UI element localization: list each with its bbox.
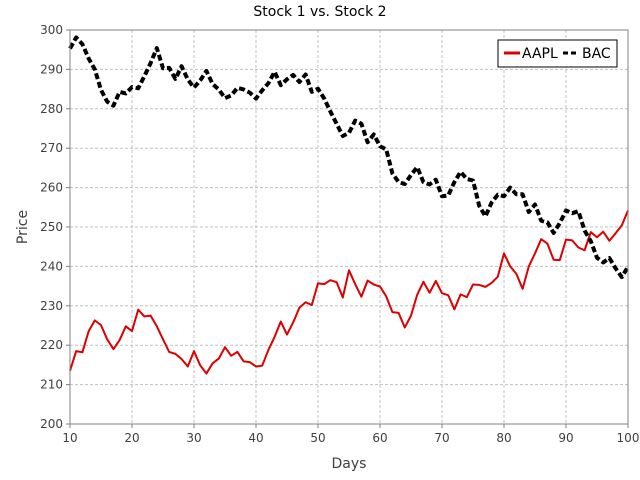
- legend-label-bac: BAC: [582, 46, 611, 62]
- y-tick-label: 210: [40, 378, 63, 392]
- y-tick-label: 220: [40, 338, 63, 352]
- x-tick-label: 100: [617, 431, 640, 445]
- x-tick-label: 60: [372, 431, 387, 445]
- y-tick-label: 290: [40, 62, 63, 76]
- x-tick-label: 30: [186, 431, 201, 445]
- series-line-bac: [68, 35, 630, 280]
- x-tick-label: 50: [310, 431, 325, 445]
- legend: AAPL BAC: [497, 39, 618, 68]
- x-tick-label: 20: [124, 431, 139, 445]
- y-tick-label: 300: [40, 23, 63, 37]
- x-tick-label: 80: [496, 431, 511, 445]
- y-axis-title: Price: [15, 210, 31, 244]
- y-tick-label: 200: [40, 417, 63, 431]
- y-tick-label: 240: [40, 259, 63, 273]
- axis-ticks: 10 20 30 40 50 60 70 80 90 100 200 210 220 230 240 250 2…: [40, 23, 639, 445]
- y-tick-label: 230: [40, 299, 63, 313]
- x-tick-label: 90: [558, 431, 573, 445]
- x-tick-label: 40: [248, 431, 263, 445]
- chart-title: Stock 1 vs. Stock 2: [253, 4, 386, 20]
- x-axis-title: Days: [332, 456, 367, 472]
- y-tick-label: 270: [40, 141, 63, 155]
- y-tick-label: 250: [40, 220, 63, 234]
- plot-area: [70, 30, 628, 424]
- legend-label-aapl: AAPL: [522, 46, 558, 62]
- series-line-aapl: [69, 210, 629, 375]
- series-lines: [68, 35, 630, 375]
- y-tick-label: 260: [40, 181, 63, 195]
- y-tick-label: 280: [40, 102, 63, 116]
- x-tick-label: 70: [434, 431, 449, 445]
- x-tick-label: 10: [62, 431, 77, 445]
